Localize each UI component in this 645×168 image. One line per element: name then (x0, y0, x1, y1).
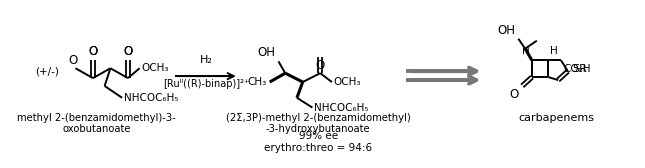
Text: H₂: H₂ (200, 55, 213, 65)
Text: carbapenems: carbapenems (518, 113, 594, 122)
Text: 99% ee
erythro:threo = 94:6: 99% ee erythro:threo = 94:6 (264, 131, 372, 153)
Text: CO₂H: CO₂H (563, 64, 591, 74)
Text: OCH₃: OCH₃ (141, 63, 169, 73)
Text: OH: OH (257, 46, 275, 59)
Text: (2Σ,3Ρ)-methyl 2-(benzamidomethyl)
-3-hydroxybutanoate: (2Σ,3Ρ)-methyl 2-(benzamidomethyl) -3-hy… (226, 113, 411, 134)
Text: O: O (123, 45, 133, 58)
Text: O: O (88, 45, 97, 58)
Text: (+/-): (+/-) (35, 66, 59, 76)
Text: NHCOC₆H₅: NHCOC₆H₅ (314, 103, 369, 113)
Text: H: H (522, 47, 530, 56)
Text: CH₃: CH₃ (248, 77, 267, 87)
Text: O: O (315, 59, 325, 72)
Text: O: O (88, 45, 97, 58)
Text: OH: OH (497, 24, 515, 37)
Text: methyl 2-(benzamidomethyl)-3-
oxobutanoate: methyl 2-(benzamidomethyl)-3- oxobutanoa… (17, 113, 176, 134)
Text: O: O (123, 45, 133, 58)
Text: NHCOC₆H₅: NHCOC₆H₅ (124, 93, 179, 103)
Text: SR: SR (573, 64, 588, 74)
Text: [Ruᴵᴵ((R)-binap)]²⁺: [Ruᴵᴵ((R)-binap)]²⁺ (163, 79, 250, 89)
Text: OCH₃: OCH₃ (334, 77, 361, 87)
Text: O: O (68, 54, 77, 67)
Text: H: H (550, 47, 558, 56)
Text: O: O (509, 88, 519, 101)
